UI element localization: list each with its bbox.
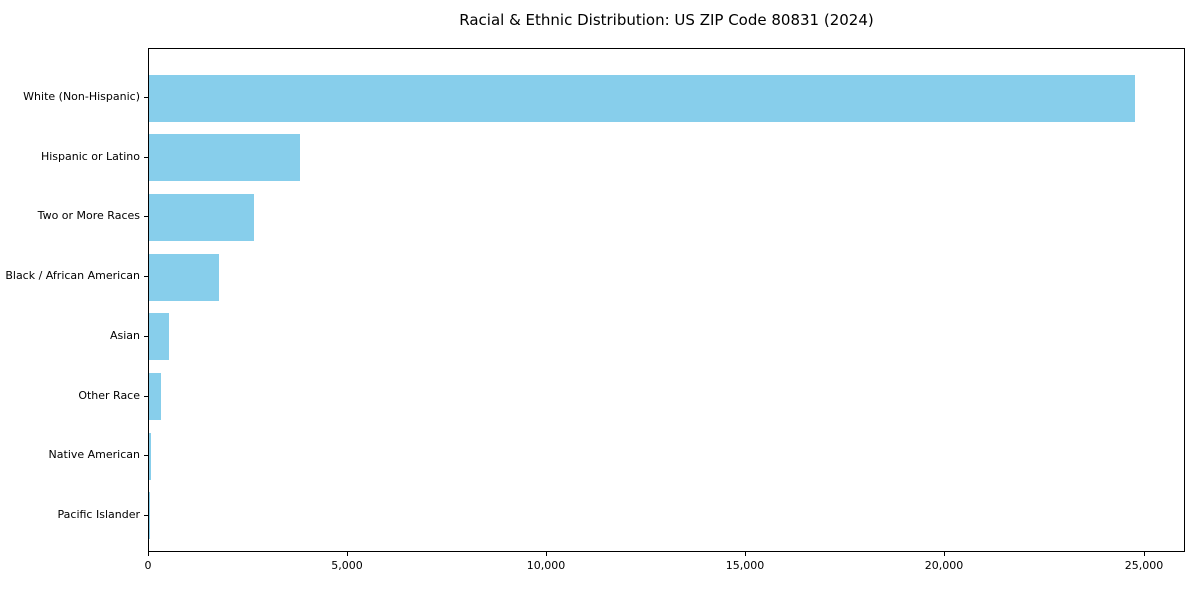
- x-tick-label-0: 0: [144, 559, 152, 572]
- plot-area: [148, 48, 1185, 552]
- bar-native-american: [149, 432, 151, 480]
- x-tick-mark: [546, 552, 547, 556]
- x-tick-mark: [347, 552, 348, 556]
- y-tick-label-other-race: Other Race: [78, 389, 140, 402]
- y-tick-label-native-american: Native American: [48, 448, 140, 461]
- bar-two-or-more-races: [149, 193, 254, 241]
- y-tick-mark: [144, 336, 148, 337]
- y-tick-label-asian: Asian: [109, 329, 140, 342]
- x-tick-mark: [944, 552, 945, 556]
- y-tick-mark: [144, 216, 148, 217]
- y-tick-mark: [144, 455, 148, 456]
- x-tick-label-5-000: 5,000: [331, 559, 363, 572]
- y-tick-label-white-non-hispanic: White (Non-Hispanic): [23, 90, 140, 103]
- x-tick-mark: [148, 552, 149, 556]
- chart-title: Racial & Ethnic Distribution: US ZIP Cod…: [459, 11, 874, 29]
- y-tick-label-black-african-american: Black / African American: [5, 269, 140, 282]
- x-tick-label-10-000: 10,000: [526, 559, 566, 572]
- y-tick-mark: [144, 396, 148, 397]
- x-tick-mark: [1144, 552, 1145, 556]
- y-tick-mark: [144, 515, 148, 516]
- bar-hispanic-or-latino: [149, 134, 301, 182]
- x-tick-label-15-000: 15,000: [725, 559, 765, 572]
- y-tick-label-pacific-islander: Pacific Islander: [57, 508, 140, 521]
- y-tick-mark: [144, 157, 148, 158]
- y-tick-label-hispanic-or-latino: Hispanic or Latino: [40, 150, 140, 163]
- x-tick-label-25-000: 25,000: [1124, 559, 1164, 572]
- bar-white-non-hispanic: [149, 74, 1135, 122]
- bar-black-african-american: [149, 253, 219, 301]
- y-tick-label-two-or-more-races: Two or More Races: [37, 209, 140, 222]
- y-tick-mark: [144, 97, 148, 98]
- x-tick-mark: [745, 552, 746, 556]
- bar-asian: [149, 313, 170, 361]
- x-tick-label-20-000: 20,000: [924, 559, 964, 572]
- y-tick-mark: [144, 276, 148, 277]
- bar-other-race: [149, 373, 161, 421]
